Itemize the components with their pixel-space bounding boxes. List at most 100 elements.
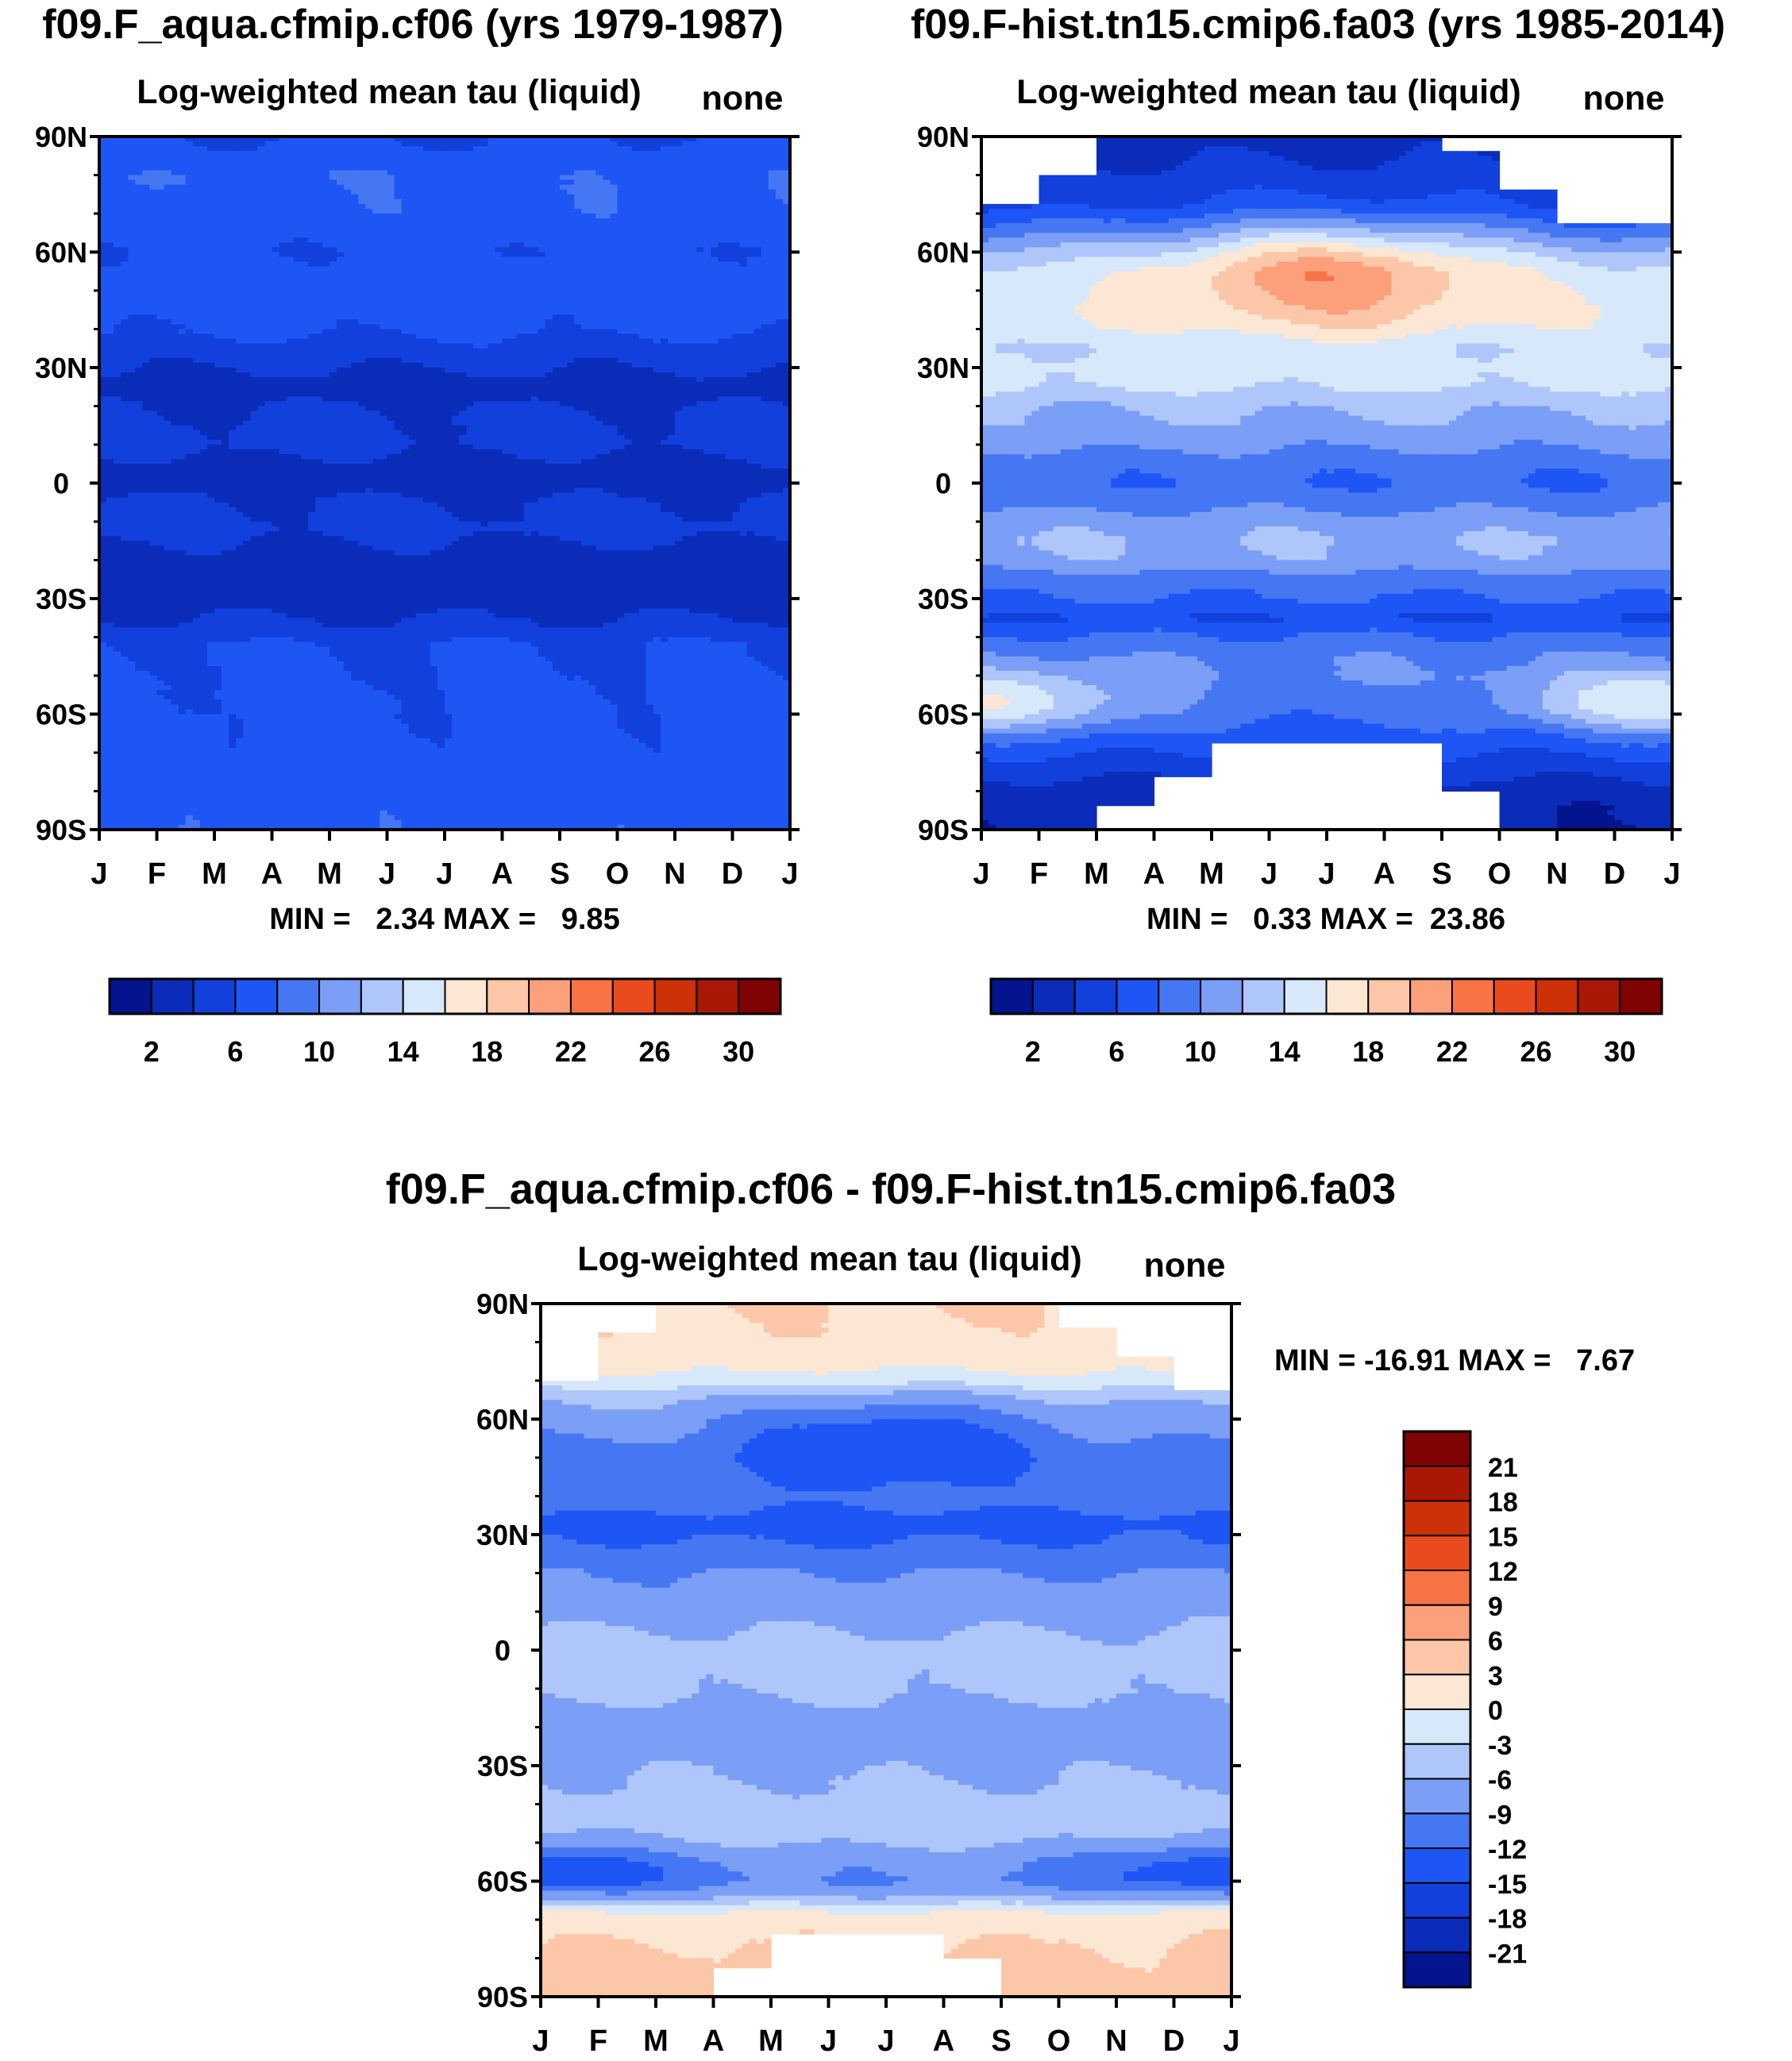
- panel1-cell: [509, 324, 518, 330]
- panel1-cell: [603, 266, 611, 272]
- panel1-cell: [329, 329, 337, 335]
- panel1-cell: [250, 291, 258, 296]
- panel1-cell: [307, 348, 316, 354]
- panel1-cell: [128, 333, 136, 340]
- panel1-cell: [394, 228, 403, 233]
- panel1-cell: [753, 237, 762, 243]
- panel1-cell: [401, 151, 410, 156]
- panel1-cell: [746, 357, 755, 364]
- panel1-cell: [739, 242, 748, 248]
- panel1-cell: [473, 198, 481, 205]
- panel1-cell: [703, 357, 711, 364]
- panel1-cell: [653, 377, 661, 383]
- panel1-cell: [128, 285, 136, 291]
- panel1-cell: [646, 368, 654, 373]
- panel1-cell: [156, 275, 165, 282]
- panel1-cell: [314, 343, 323, 349]
- panel1-cell: [711, 223, 719, 229]
- panel1-cell: [509, 362, 518, 368]
- panel1-cell: [488, 218, 496, 224]
- panel1-cell: [358, 179, 366, 186]
- panel1-cell: [725, 271, 734, 277]
- panel1-cell: [344, 189, 352, 195]
- panel1-cell: [725, 237, 734, 243]
- panel1-cell: [523, 252, 532, 258]
- panel1-cell: [192, 228, 201, 233]
- panel1-cell: [753, 137, 762, 142]
- panel1-cell: [365, 179, 373, 186]
- panel1-cell: [337, 256, 345, 263]
- panel1-cell: [775, 372, 784, 378]
- panel1-cell: [689, 295, 697, 301]
- panel1-cell: [236, 261, 244, 268]
- panel1-cell: [387, 165, 395, 171]
- panel1-cell: [689, 275, 697, 282]
- panel1-cell: [574, 348, 582, 354]
- panel1-cell: [495, 305, 503, 310]
- panel1-cell: [768, 266, 777, 272]
- panel1-cell: [272, 189, 280, 195]
- panel1-cell: [761, 218, 769, 224]
- panel1-cell: [495, 256, 503, 263]
- panel1-cell: [128, 266, 136, 272]
- panel1-cell: [732, 300, 741, 306]
- panel1-cell: [142, 291, 151, 296]
- panel1-cell: [387, 362, 395, 368]
- panel1-cell: [653, 203, 661, 210]
- panel1-cell: [653, 357, 661, 364]
- panel1-cell: [114, 271, 121, 277]
- panel1-cell: [711, 372, 719, 378]
- panel1-cell: [495, 285, 503, 291]
- panel1-cell: [495, 203, 503, 210]
- panel1-cell: [574, 285, 582, 291]
- panel1-cell: [488, 203, 496, 210]
- panel1-cell: [430, 280, 438, 287]
- panel1-cell: [214, 352, 222, 359]
- panel1-cell: [279, 137, 287, 142]
- panel1-cell: [329, 228, 337, 233]
- panel1-cell: [488, 338, 496, 345]
- panel1-cell: [199, 295, 208, 301]
- panel1-cell: [437, 280, 445, 287]
- panel1-cell: [610, 214, 619, 219]
- panel1-cell: [164, 382, 172, 387]
- panel1-cell: [552, 252, 561, 258]
- panel1-cell: [530, 319, 539, 326]
- panel1-cell: [574, 214, 582, 219]
- panel1-cell: [761, 329, 769, 335]
- panel1-cell: [631, 362, 640, 368]
- panel1-cell: [768, 368, 777, 373]
- panel1-cell: [466, 261, 474, 268]
- panel1-cell: [581, 357, 589, 364]
- panel1-cell: [121, 333, 129, 340]
- panel1-cell: [329, 295, 337, 301]
- panel1-cell: [768, 319, 777, 326]
- panel1-cell: [552, 184, 561, 191]
- panel1-cell: [653, 319, 661, 326]
- panel1-cell: [329, 203, 337, 210]
- panel1-cell: [314, 233, 323, 238]
- panel1-cell: [293, 233, 302, 238]
- panel1-cell: [660, 214, 669, 219]
- panel1-cell: [206, 382, 215, 387]
- panel1-cell: [711, 338, 719, 345]
- panel1-cell: [415, 382, 424, 387]
- panel1-cell: [156, 228, 165, 233]
- panel1-cell: [178, 357, 187, 364]
- panel1-cell: [171, 368, 179, 373]
- panel1-cell: [452, 266, 460, 272]
- panel1-cell: [488, 256, 496, 263]
- panel1-cell: [689, 141, 697, 147]
- panel1-cell: [156, 184, 165, 191]
- panel1-cell: [560, 194, 568, 200]
- panel1-cell: [718, 175, 726, 181]
- panel1-cell: [588, 333, 596, 340]
- panel1-cell: [631, 382, 640, 387]
- panel1-cell: [387, 372, 395, 378]
- panel1-cell: [307, 203, 316, 210]
- panel1-cell: [567, 319, 575, 326]
- panel1-cell: [114, 285, 121, 291]
- panel1-cell: [653, 285, 661, 291]
- panel1-cell: [135, 368, 143, 373]
- panel1-cell: [574, 228, 582, 233]
